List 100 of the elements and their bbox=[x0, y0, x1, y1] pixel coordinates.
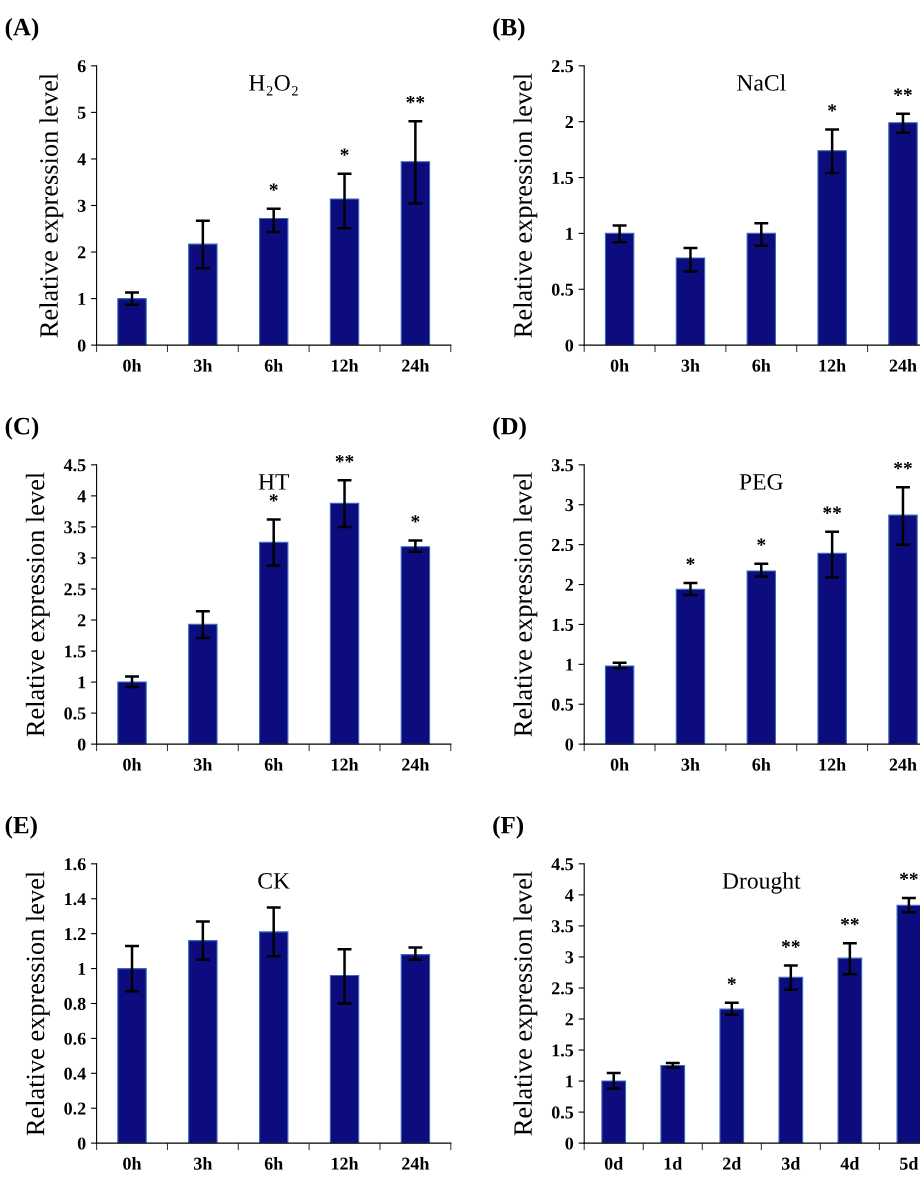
x-tick-label: 24h bbox=[889, 359, 917, 372]
y-tick-label: 2 bbox=[565, 116, 574, 128]
bar bbox=[660, 1064, 686, 1144]
bar bbox=[604, 665, 635, 745]
y-tick-label: 1.5 bbox=[552, 171, 574, 185]
y-axis-title: Relative expression level bbox=[513, 73, 538, 338]
x-tick-label: 12h bbox=[331, 359, 359, 372]
data-label: ** bbox=[894, 88, 912, 96]
y-tick-label: 5 bbox=[77, 106, 86, 119]
y-tick-label: 0.4 bbox=[64, 1067, 86, 1080]
y-tick-label: 0.8 bbox=[64, 997, 86, 1011]
chart-title: PEG bbox=[739, 473, 783, 490]
x-tick-label: 24h bbox=[402, 359, 430, 372]
x-tick-label: 12h bbox=[331, 758, 359, 771]
y-tick-label: 1 bbox=[78, 292, 86, 305]
y-tick-label: 2 bbox=[77, 614, 86, 627]
text: (C) bbox=[5, 416, 39, 440]
y-axis-title: Relative expression level bbox=[513, 871, 538, 1136]
y-tick-label: 0 bbox=[565, 339, 574, 352]
data-label: * bbox=[269, 183, 278, 191]
y-tick-label: 2.5 bbox=[64, 583, 86, 596]
text: (B) bbox=[493, 17, 525, 41]
x-tick-label: 24h bbox=[402, 1157, 430, 1170]
y-tick-label: 3.5 bbox=[64, 521, 86, 534]
y-tick-label: 1.6 bbox=[65, 858, 86, 871]
chart-title: CK bbox=[258, 872, 290, 889]
x-tick-label: 6h bbox=[752, 359, 771, 372]
bar bbox=[746, 232, 777, 346]
data-label: ** bbox=[894, 461, 912, 470]
x-tick-label: 3h bbox=[681, 359, 700, 372]
bar bbox=[188, 623, 218, 745]
y-tick-label: 3 bbox=[565, 499, 574, 512]
bar bbox=[896, 904, 920, 1144]
bar bbox=[329, 974, 360, 1144]
text: (E) bbox=[5, 815, 37, 839]
x-tick-label: 2d bbox=[723, 1157, 742, 1170]
x-tick-label: 0h bbox=[610, 758, 629, 771]
bar bbox=[719, 1008, 745, 1144]
y-tick-label: 3.5 bbox=[551, 459, 574, 472]
y-tick-label: 1.5 bbox=[552, 618, 574, 631]
bar bbox=[837, 957, 863, 1144]
y-axis-title: Relative expression level bbox=[25, 472, 50, 737]
y-tick-label: 0 bbox=[77, 339, 86, 352]
y-tick-label: 3 bbox=[77, 199, 86, 212]
bar bbox=[258, 541, 289, 745]
x-tick-label: 6h bbox=[264, 1157, 283, 1170]
y-axis-title: Relative expression level bbox=[513, 472, 538, 737]
x-tick-label: 3h bbox=[194, 359, 213, 372]
data-label: * bbox=[340, 148, 349, 156]
x-tick-label: 0h bbox=[610, 359, 629, 372]
bar bbox=[778, 976, 804, 1144]
x-tick-label: 5d bbox=[900, 1157, 919, 1170]
data-label: ** bbox=[899, 872, 918, 880]
y-tick-label: 3 bbox=[77, 552, 86, 565]
data-label: ** bbox=[406, 95, 425, 104]
bar bbox=[888, 122, 918, 346]
x-tick-label: 0h bbox=[123, 1157, 142, 1170]
y-axis-title: Relative expression level bbox=[39, 73, 64, 338]
y-tick-label: 2.5 bbox=[551, 982, 574, 995]
y-tick-label: 1.2 bbox=[65, 927, 86, 941]
y-tick-label: 0.5 bbox=[551, 698, 574, 711]
bar bbox=[604, 232, 635, 346]
y-tick-label: 1 bbox=[78, 676, 86, 689]
bar bbox=[400, 954, 431, 1144]
y-tick-label: 6 bbox=[77, 60, 86, 73]
x-tick-label: 24h bbox=[402, 758, 430, 771]
y-tick-label: 2 bbox=[77, 246, 86, 259]
y-tick-label: 1.5 bbox=[552, 1044, 574, 1057]
y-tick-label: 4 bbox=[77, 153, 86, 166]
chart-title: Drought bbox=[722, 872, 801, 894]
y-tick-label: 0.2 bbox=[64, 1102, 86, 1115]
bar bbox=[817, 552, 847, 745]
bar bbox=[258, 217, 289, 346]
x-tick-label: 0d bbox=[604, 1157, 624, 1170]
y-tick-label: 0.6 bbox=[64, 1032, 86, 1045]
y-axis-title: Relative expression level bbox=[25, 871, 50, 1136]
bar bbox=[329, 198, 360, 346]
bar bbox=[675, 257, 706, 346]
y-tick-label: 1 bbox=[78, 962, 86, 975]
bar bbox=[746, 570, 777, 745]
x-tick-label: 24h bbox=[889, 758, 917, 771]
y-tick-label: 0.5 bbox=[551, 1106, 574, 1119]
x-tick-label: 12h bbox=[819, 758, 846, 771]
x-tick-label: 12h bbox=[819, 359, 846, 372]
data-label: ** bbox=[823, 506, 842, 514]
y-tick-label: 0.5 bbox=[64, 707, 86, 720]
y-tick-label: 0 bbox=[565, 1137, 574, 1150]
y-tick-label: 0.5 bbox=[551, 283, 574, 296]
data-label: * bbox=[269, 494, 278, 502]
x-tick-label: 3h bbox=[681, 758, 700, 771]
text: (D) bbox=[493, 416, 526, 440]
data-label: * bbox=[757, 538, 766, 546]
bar bbox=[258, 931, 289, 1144]
y-tick-label: 0 bbox=[77, 1137, 86, 1150]
x-tick-label: 0h bbox=[123, 359, 142, 372]
x-tick-label: 3h bbox=[194, 1157, 213, 1170]
y-tick-label: 2 bbox=[565, 578, 574, 591]
y-tick-label: 1 bbox=[566, 1075, 573, 1088]
y-tick-label: 2.5 bbox=[551, 60, 574, 73]
bar bbox=[400, 546, 431, 745]
